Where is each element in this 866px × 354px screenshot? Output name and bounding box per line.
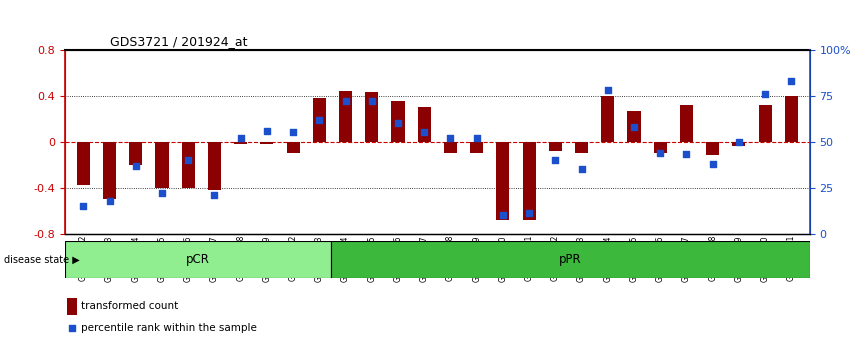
Bar [65,241,331,278]
Point [102,198,116,203]
Bar [733,142,746,146]
Point [234,135,248,141]
Bar [496,142,509,220]
Bar [628,110,641,142]
Bar [331,241,810,278]
Bar [680,105,693,142]
Point [469,135,483,141]
Point [601,87,615,93]
Point [391,120,405,126]
Bar [155,142,169,188]
Bar [182,142,195,188]
Point [759,91,772,97]
Point [365,98,378,104]
Point [155,190,169,196]
Bar [77,142,90,185]
Text: transformed count: transformed count [81,301,178,311]
Point [680,152,694,157]
Bar [601,96,614,142]
Point [129,163,143,169]
Point [65,326,79,331]
Point [653,150,667,155]
Bar [417,107,430,142]
Bar [208,142,221,190]
Bar [365,92,378,142]
Text: percentile rank within the sample: percentile rank within the sample [81,323,257,333]
Bar [470,142,483,153]
Point [313,117,326,122]
Point [208,192,222,198]
Bar [68,298,77,314]
Bar [129,142,142,165]
Bar [549,142,562,151]
Bar [654,142,667,153]
Bar [261,142,274,144]
Point [496,212,510,218]
Point [785,78,798,84]
Point [575,166,589,172]
Bar [785,96,798,142]
Point [627,124,641,130]
Point [339,98,352,104]
Bar [234,142,247,144]
Point [548,157,562,163]
Bar [339,91,352,142]
Text: pCR: pCR [186,253,210,266]
Point [76,203,90,209]
Point [417,130,431,135]
Bar [313,98,326,142]
Point [181,157,195,163]
Point [260,128,274,133]
Text: GDS3721 / 201924_at: GDS3721 / 201924_at [110,35,247,48]
Bar [444,142,457,153]
Bar [103,142,116,199]
Point [286,130,300,135]
Point [732,139,746,144]
Bar [522,142,536,220]
Bar [759,105,772,142]
Text: disease state ▶: disease state ▶ [4,254,80,264]
Bar [575,142,588,153]
Text: pPR: pPR [559,253,582,266]
Bar [391,101,404,142]
Bar [287,142,300,153]
Point [522,211,536,216]
Point [443,135,457,141]
Bar [706,142,720,155]
Point [706,161,720,166]
